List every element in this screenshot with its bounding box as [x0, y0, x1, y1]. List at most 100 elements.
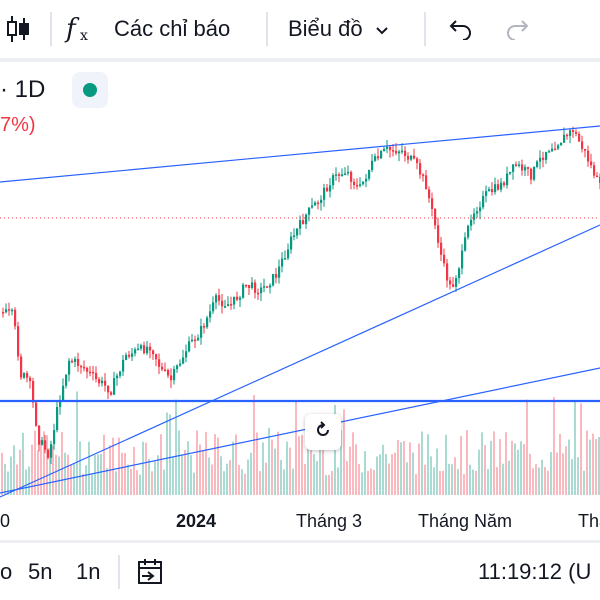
candle-body	[362, 181, 365, 185]
volume-bar	[199, 444, 201, 495]
volume-bar	[559, 434, 561, 495]
volume-bar	[301, 435, 303, 495]
market-status-dot	[83, 83, 97, 97]
clock-display[interactable]: 11:19:12 (U	[478, 558, 592, 584]
volume-bar	[472, 469, 474, 495]
volume-bar	[1, 452, 3, 495]
candle-body	[587, 150, 590, 162]
candle-body	[476, 211, 479, 214]
candle-body	[575, 132, 578, 134]
range-5n-button[interactable]: 5n	[28, 558, 53, 584]
market-status-button[interactable]	[72, 72, 108, 108]
time-label: Tháng 3	[296, 511, 363, 531]
candlestick-chart[interactable]	[0, 62, 600, 540]
volume-bar	[7, 471, 9, 495]
candle-body	[398, 151, 401, 154]
candle-body	[239, 297, 242, 300]
volume-bar	[175, 399, 177, 495]
candle-body	[80, 365, 83, 368]
go-to-date-icon[interactable]	[136, 543, 166, 600]
candle-body	[533, 166, 536, 180]
reset-chart-button[interactable]	[305, 414, 341, 450]
undo-icon[interactable]	[448, 0, 474, 58]
volume-bar	[490, 440, 492, 495]
candle-body	[83, 366, 86, 369]
secondary-trendline	[0, 367, 600, 494]
candle-body	[353, 181, 356, 185]
volume-bar	[184, 450, 186, 495]
candle-body	[527, 167, 530, 169]
volume-bar	[292, 468, 294, 495]
volume-bar	[115, 471, 117, 495]
volume-bar	[181, 455, 183, 495]
candle-body	[308, 207, 311, 215]
volume-bar	[322, 445, 324, 495]
candle-body	[590, 161, 593, 166]
volume-bar	[277, 431, 279, 495]
candle-body	[179, 363, 182, 366]
volume-bar	[499, 439, 501, 495]
volume-bar	[172, 456, 174, 495]
candle-body	[593, 165, 596, 176]
range-1n-button[interactable]: 1n	[76, 558, 101, 584]
candle-body	[224, 306, 227, 308]
candle-body	[23, 373, 26, 378]
candle-body	[20, 356, 23, 378]
volume-bar	[151, 471, 153, 495]
candle-body	[332, 175, 335, 186]
time-axis[interactable]: 0 2024 Tháng 3 Tháng Năm Thá	[0, 505, 600, 537]
volume-bar	[502, 463, 504, 495]
volume-bar	[214, 434, 216, 495]
volume-bar	[265, 462, 267, 495]
candle-body	[53, 430, 56, 445]
candle-body	[95, 372, 98, 380]
lower-trendline	[0, 224, 600, 498]
candle-body	[566, 134, 569, 137]
volume-bar	[526, 399, 528, 495]
candle-body	[422, 174, 425, 177]
redo-icon[interactable]	[504, 0, 530, 58]
volume-bar	[454, 457, 456, 495]
candle-body	[347, 171, 350, 174]
candle-body	[275, 274, 278, 278]
toolbar-divider	[50, 12, 52, 46]
candle-body	[344, 173, 347, 175]
chart-pane[interactable]	[0, 62, 600, 540]
candles-style-icon[interactable]	[4, 0, 32, 58]
volume-bar	[13, 445, 15, 495]
candle-body	[542, 157, 545, 160]
volume-bar	[124, 453, 126, 495]
candle-body	[461, 250, 464, 269]
volume-bar	[127, 464, 129, 495]
volume-bar	[238, 464, 240, 495]
volume-bar	[223, 471, 225, 495]
volume-bar	[427, 434, 429, 495]
candle-body	[584, 148, 587, 151]
chart-type-button[interactable]: Biểu đồ	[288, 0, 389, 58]
candle-body	[305, 214, 308, 225]
volume-bar	[82, 473, 84, 495]
range-button[interactable]: o	[0, 558, 13, 584]
candle-body	[200, 326, 203, 338]
candle-body	[578, 133, 581, 142]
candle-body	[428, 189, 431, 199]
volume-bar	[430, 456, 432, 495]
candle-body	[446, 263, 449, 281]
volume-bar	[496, 467, 498, 495]
volume-bar	[271, 439, 273, 495]
volume-bar	[562, 453, 564, 495]
volume-bar	[196, 430, 198, 495]
candle-body	[497, 184, 500, 190]
candle-body	[263, 286, 266, 288]
volume-bar	[259, 471, 261, 495]
candle-body	[548, 151, 551, 153]
volume-bar	[568, 439, 570, 495]
candle-body	[5, 309, 8, 313]
candle-body	[326, 187, 329, 192]
candle-body	[32, 381, 35, 403]
candle-body	[329, 185, 332, 192]
candle-body	[425, 175, 428, 190]
volume-bar	[547, 470, 549, 495]
volume-bar	[76, 391, 78, 495]
